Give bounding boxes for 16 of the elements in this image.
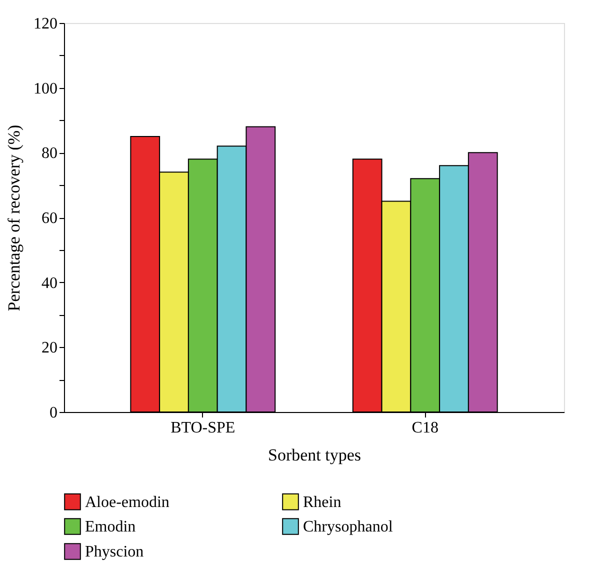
legend-label: Rhein (303, 494, 342, 511)
y-tick-label: 20 (42, 340, 58, 357)
y-axis-title: Percentage of recovery (%) (4, 124, 24, 312)
y-tick-label: 80 (42, 145, 58, 162)
y-tick-label: 120 (34, 16, 58, 32)
y-tick-label: 100 (34, 80, 58, 98)
x-tick-label: BTO-SPE (170, 420, 236, 436)
legend-label: Aloe-emodin (85, 494, 170, 511)
x-tick-label: C18 (412, 420, 438, 436)
legend-label: Emodin (85, 518, 136, 536)
legend-label: Physcion (85, 544, 144, 560)
y-tick-label: 40 (42, 274, 58, 292)
legend-label: Chrysophanol (303, 518, 394, 536)
y-tick-label: 60 (42, 210, 58, 227)
x-axis-title: Sorbent types (268, 446, 362, 464)
y-tick-label: 0 (50, 404, 58, 422)
